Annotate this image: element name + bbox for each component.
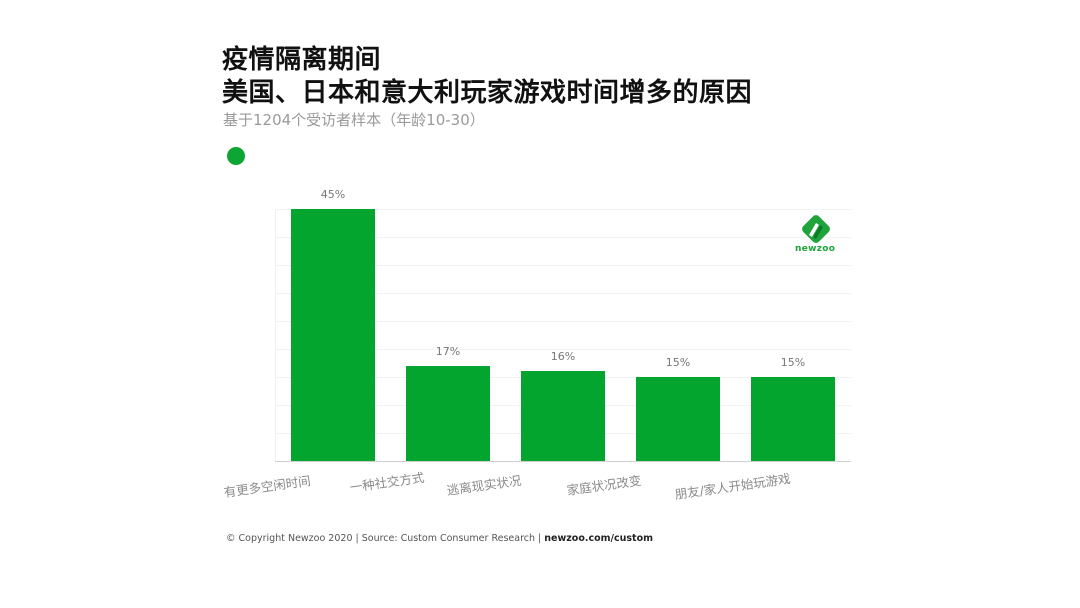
legend-dot <box>227 147 245 165</box>
bar-value-label: 45% <box>320 188 346 201</box>
chart-subtitle: 基于1204个受访者样本（年龄10-30） <box>223 111 485 129</box>
x-axis-label: 朋友/家人开始玩游戏 <box>673 470 792 503</box>
footer-link[interactable]: newzoo.com/custom <box>544 533 653 544</box>
gridline <box>275 293 851 294</box>
bar-value-label: 16% <box>550 350 576 364</box>
x-axis-label: 家庭状况改变 <box>565 472 643 499</box>
plot-area: 45% 17% 16% 15% 15% <box>275 181 851 462</box>
newzoo-logo-text: newzoo <box>795 244 836 254</box>
bar <box>521 371 605 461</box>
x-axis-label: 有更多空闲时间 <box>222 472 312 501</box>
bar-value-label: 17% <box>435 344 461 358</box>
footer: © Copyright Newzoo 2020 | Source: Custom… <box>226 533 653 544</box>
bar-value-label: 15% <box>780 356 806 369</box>
bar <box>406 365 490 461</box>
gridline <box>275 237 851 238</box>
y-axis-line <box>275 209 276 461</box>
bar-value-label: 15% <box>665 356 691 369</box>
gridline <box>275 209 851 210</box>
gridline <box>275 321 851 322</box>
bar <box>751 377 835 461</box>
chart-title-line-1: 疫情隔离期间 <box>222 45 382 75</box>
bar <box>636 377 720 461</box>
x-axis-label: 逃离现实状况 <box>445 472 523 499</box>
bar <box>291 209 375 461</box>
footer-copyright: © Copyright Newzoo 2020 | Source: Custom… <box>226 533 545 544</box>
x-axis-baseline <box>275 461 851 462</box>
gridline <box>275 349 851 350</box>
chart-title-line-2: 美国、日本和意大利玩家游戏时间增多的原因 <box>222 78 753 108</box>
newzoo-logo-icon <box>802 215 830 243</box>
gridline <box>275 265 851 266</box>
x-axis-label: 一种社交方式 <box>348 469 426 496</box>
